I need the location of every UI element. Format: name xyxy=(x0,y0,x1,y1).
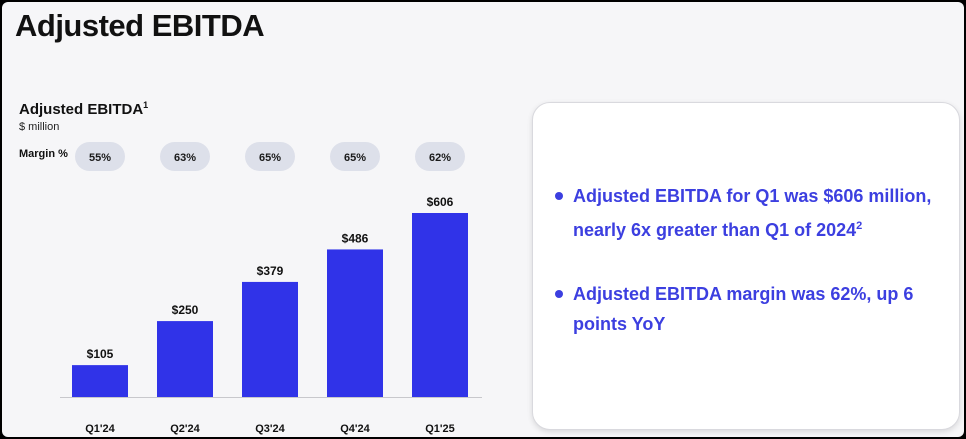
chart-title-footnote: 1 xyxy=(143,100,149,110)
margin-pill xyxy=(415,142,465,171)
x-tick-label: Q4'24 xyxy=(340,423,370,435)
margin-pill xyxy=(160,142,210,171)
margin-pill xyxy=(330,142,380,171)
x-tick-label: Q1'25 xyxy=(425,423,455,435)
margin-pill-label: 65% xyxy=(344,152,366,164)
highlight-bullet-2: Adjusted EBITDA margin was 62%, up 6 poi… xyxy=(555,279,935,339)
highlight-bullet-1-content: Adjusted EBITDA for Q1 was $606 million,… xyxy=(555,181,935,245)
highlight-bullet-1-footnote: 2 xyxy=(856,220,863,232)
bar-value-label: $105 xyxy=(87,347,114,361)
highlight-bullet-1: Adjusted EBITDA for Q1 was $606 million,… xyxy=(555,181,935,245)
bar xyxy=(327,249,383,397)
highlights-panel: Adjusted EBITDA for Q1 was $606 million,… xyxy=(532,102,960,430)
highlight-bullet-1-text: Adjusted EBITDA for Q1 was $606 million,… xyxy=(573,186,932,240)
margin-row-label: Margin % xyxy=(19,148,68,160)
bar xyxy=(412,213,468,397)
bar-value-label: $250 xyxy=(172,303,199,317)
margin-pill xyxy=(75,142,125,171)
page-title: Adjusted EBITDA xyxy=(15,8,265,43)
chart-title: Adjusted EBITDA1 xyxy=(19,100,148,118)
bar xyxy=(242,281,298,397)
margin-pill xyxy=(245,142,295,171)
chart-title-text: Adjusted EBITDA xyxy=(19,101,144,118)
bullet-dot-icon xyxy=(555,192,563,200)
margin-pill-label: 55% xyxy=(89,152,111,164)
highlight-bullet-2-text: Adjusted EBITDA margin was 62%, up 6 poi… xyxy=(573,284,914,334)
margin-pill-label: 65% xyxy=(259,152,281,164)
chart-unit: $ million xyxy=(19,121,60,133)
x-tick-label: Q3'24 xyxy=(255,423,285,435)
margin-pill-label: 63% xyxy=(174,152,196,164)
x-tick-label: Q2'24 xyxy=(170,423,200,435)
x-tick-label: Q1'24 xyxy=(85,423,115,435)
bar-value-label: $379 xyxy=(257,264,284,278)
bar-value-label: $606 xyxy=(427,195,454,209)
bar xyxy=(157,321,213,397)
bar xyxy=(72,365,128,397)
bar-value-label: $486 xyxy=(342,231,369,245)
ebitda-bar-chart: 55% $105 Q1'24 63% $250 Q2'24 65% $379 Q3'24 65% $… xyxy=(60,142,482,435)
bullet-dot-icon xyxy=(555,290,563,298)
margin-pill-label: 62% xyxy=(429,152,451,164)
